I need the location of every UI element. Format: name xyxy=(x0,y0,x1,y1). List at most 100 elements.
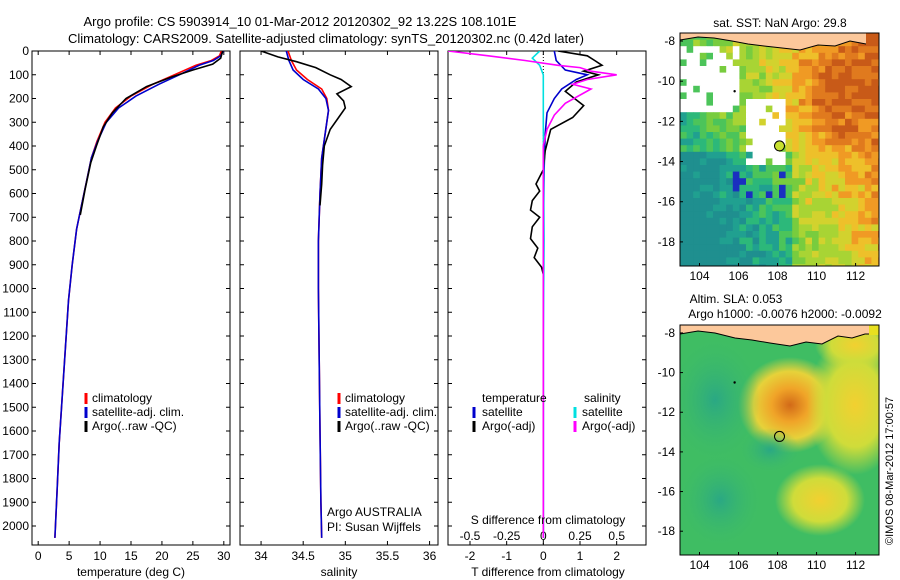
sst-pixel xyxy=(871,145,879,153)
sst-pixel xyxy=(772,118,780,126)
sst-pixel xyxy=(779,165,786,172)
sst-pixel xyxy=(732,244,740,252)
y-tick-label: 2000 xyxy=(2,519,29,533)
sst-pixel xyxy=(805,165,813,172)
sst-pixel xyxy=(732,39,740,47)
x-tick-label: 35 xyxy=(339,549,353,563)
sst-pixel xyxy=(858,171,866,179)
sst-pixel xyxy=(845,72,852,80)
sst-pixel xyxy=(864,92,872,100)
sst-pixel xyxy=(726,257,734,265)
sst-pixel xyxy=(699,138,707,146)
sst-pixel xyxy=(785,112,793,120)
sst-pixel xyxy=(831,264,839,266)
sst-pixel xyxy=(759,72,767,80)
sst-pixel xyxy=(732,237,740,245)
sst-pixel xyxy=(706,237,714,245)
sst-pixel xyxy=(805,145,813,153)
sst-pixel xyxy=(871,151,879,159)
sst-pixel xyxy=(864,244,872,252)
sst-pixel xyxy=(831,257,839,265)
sst-pixel xyxy=(851,125,859,133)
sst-pixel xyxy=(680,105,687,113)
sla-low-center xyxy=(740,428,800,472)
sst-pixel xyxy=(746,66,753,73)
sst-pixel xyxy=(693,151,701,159)
sst-pixel xyxy=(831,72,839,80)
y-tick-label: 1600 xyxy=(2,424,29,438)
sst-pixel xyxy=(825,257,833,265)
sst-pixel xyxy=(831,85,839,93)
sst-pixel xyxy=(752,145,760,153)
sst-pixel xyxy=(699,85,707,93)
sla-south-high xyxy=(775,464,865,536)
sst-pixel xyxy=(812,105,819,113)
sst-pixel xyxy=(706,257,714,265)
sst-pixel xyxy=(732,132,740,139)
sst-pixel xyxy=(752,138,760,146)
sst-pixel xyxy=(732,165,740,172)
sst-pixel xyxy=(752,224,760,232)
sst-pixel xyxy=(871,118,879,126)
sst-pixel xyxy=(798,211,806,219)
sst-pixel xyxy=(713,132,720,139)
sst-pixel xyxy=(838,72,846,80)
sst-pixel xyxy=(845,198,852,205)
sst-pixel xyxy=(785,158,793,166)
sst-pixel xyxy=(699,46,707,54)
sst-pixel xyxy=(825,204,833,212)
sst-pixel xyxy=(719,118,727,126)
sst-pixel xyxy=(693,39,701,47)
sst-pixel xyxy=(739,237,747,245)
sst-pixel xyxy=(759,125,767,133)
salinity-difference-xlabel: S difference from climatology xyxy=(471,513,626,527)
sst-pixel xyxy=(719,52,727,60)
sst-pixel xyxy=(680,184,687,192)
sst-pixel xyxy=(746,224,753,232)
sst-pixel xyxy=(845,59,852,67)
x-tick-label: 34.5 xyxy=(292,549,316,563)
sst-pixel xyxy=(699,171,707,179)
sst-pixel xyxy=(759,112,767,120)
sst-pixel xyxy=(871,158,879,166)
sst-pixel xyxy=(785,204,793,212)
sst-pixel xyxy=(818,138,826,146)
sst-pixel xyxy=(713,125,720,133)
sst-pixel xyxy=(680,151,687,159)
sst-pixel xyxy=(831,59,839,67)
sst-pixel xyxy=(765,217,773,225)
sst-pixel xyxy=(785,145,793,153)
sst-pixel xyxy=(838,112,846,120)
sst-pixel xyxy=(785,99,793,106)
sst-pixel xyxy=(805,105,813,113)
sst-pixel xyxy=(699,99,707,106)
sst-pixel xyxy=(726,165,734,172)
sst-pixel xyxy=(845,211,852,219)
sst-pixel xyxy=(699,237,707,245)
y-tick-label: 300 xyxy=(9,115,29,129)
sst-pixel xyxy=(772,244,780,252)
sst-pixel xyxy=(686,112,694,120)
sst-pixel xyxy=(838,204,846,212)
sst-pixel xyxy=(752,79,760,87)
sst-pixel xyxy=(726,52,734,60)
sst-pixel xyxy=(864,158,872,166)
sst-pixel xyxy=(699,72,707,80)
sst-pixel xyxy=(752,105,760,113)
sst-pixel xyxy=(805,151,813,159)
sst-pixel xyxy=(858,99,866,106)
y-tick-label: 400 xyxy=(9,139,29,153)
sst-pixel xyxy=(706,125,714,133)
sst-pixel xyxy=(765,118,773,126)
sst-pixel xyxy=(838,85,846,93)
sst-pixel xyxy=(831,217,839,225)
sst-pixel xyxy=(699,204,707,212)
salinity-panel: 34 34.5 35 35.5 36 climatology satellite-adj… xyxy=(239,50,439,579)
sst-pixel xyxy=(772,99,780,106)
sst-pixel xyxy=(765,204,773,212)
sst-pixel xyxy=(785,72,793,80)
sst-pixel xyxy=(858,217,866,225)
sst-pixel xyxy=(732,105,740,113)
figure-title-line2: Climatology: CARS2009. Satellite-adjuste… xyxy=(68,31,584,46)
x-tick-label: -1 xyxy=(501,549,512,563)
